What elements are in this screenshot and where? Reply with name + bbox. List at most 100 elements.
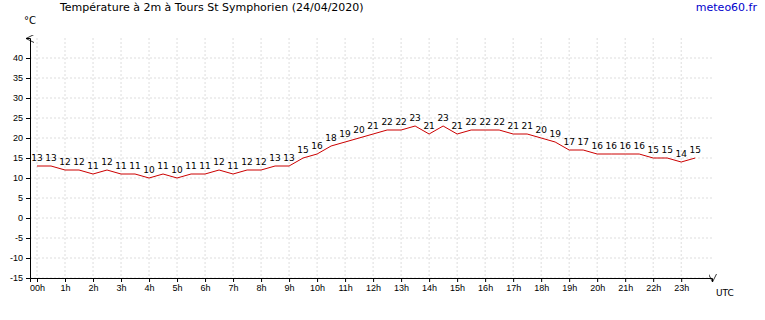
data-label: 11 [199, 161, 210, 171]
x-tick: 13h [394, 278, 409, 293]
x-tick-label: 15h [450, 283, 465, 293]
x-tick: 3h [117, 278, 127, 293]
x-tick-mark [569, 278, 570, 282]
x-tick-label: 11h [338, 283, 352, 293]
data-label: 12 [59, 157, 70, 167]
data-label: 16 [311, 141, 323, 151]
data-label: 12 [213, 157, 224, 167]
x-tick-label: 14h [422, 283, 437, 293]
x-tick-mark [373, 278, 374, 282]
x-axis-line [31, 279, 713, 283]
x-axis: 00h1h2h3h4h5h6h7h8h9h10h11h12h13h14h15h1… [30, 278, 713, 293]
grid-line-x [93, 38, 94, 278]
data-label: 17 [577, 137, 588, 147]
y-axis: -15-10-50510152025303540 [10, 39, 31, 284]
grid-line-x [597, 38, 598, 278]
y-tick: -15 [10, 273, 30, 283]
data-label: 15 [661, 145, 672, 155]
y-tick-label: -15 [10, 273, 23, 283]
x-tick: 17h [506, 278, 521, 293]
y-tick: -10 [10, 253, 30, 263]
grid-line-x [205, 38, 206, 278]
y-tick-mark [26, 258, 30, 259]
grid-line-x [345, 38, 346, 278]
data-label: 11 [129, 161, 140, 171]
x-tick-mark [541, 278, 542, 282]
x-tick-mark [121, 278, 122, 282]
data-label: 15 [297, 145, 308, 155]
y-tick: 20 [13, 133, 30, 143]
data-label: 12 [101, 157, 112, 167]
x-tick: 14h [422, 278, 437, 293]
grid-line-y [30, 198, 712, 199]
y-tick: 40 [13, 53, 30, 63]
x-tick-label: 10h [310, 283, 325, 293]
data-label: 20 [535, 125, 547, 135]
data-label: 21 [451, 121, 462, 131]
x-tick-mark [429, 278, 430, 282]
data-label: 12 [255, 157, 266, 167]
grid-line-y [30, 158, 712, 159]
y-tick-label: -5 [15, 233, 23, 243]
data-label: 12 [241, 157, 252, 167]
data-label: 22 [493, 117, 504, 127]
grid-line-y [30, 238, 712, 239]
y-tick-label: 5 [18, 193, 23, 203]
data-label: 16 [605, 141, 617, 151]
data-label: 20 [353, 125, 365, 135]
data-label: 10 [171, 165, 183, 175]
y-tick: -5 [15, 233, 30, 243]
y-tick-mark [26, 218, 30, 219]
x-tick-mark [177, 278, 178, 282]
x-tick-label: 17h [506, 283, 521, 293]
x-tick: 6h [201, 278, 211, 293]
x-tick: 8h [257, 278, 267, 293]
grid-line-y [30, 58, 712, 59]
x-tick-mark [457, 278, 458, 282]
grid-line-x [317, 38, 318, 278]
temperature-line [37, 126, 695, 178]
grid-line-x [373, 38, 374, 278]
data-label: 23 [437, 113, 448, 123]
data-label: 19 [549, 129, 561, 139]
data-label: 21 [507, 121, 518, 131]
x-tick-mark [625, 278, 626, 282]
x-tick-label: 19h [562, 283, 577, 293]
y-tick-label: -10 [10, 253, 23, 263]
data-label: 16 [633, 141, 645, 151]
data-label: 10 [143, 165, 155, 175]
data-label: 13 [45, 153, 56, 163]
y-tick-label: 20 [13, 133, 23, 143]
data-labels: 1313121211121111101110111112111212131315… [31, 113, 701, 175]
x-tick-label: 4h [145, 283, 155, 293]
y-tick-mark [26, 178, 30, 179]
x-axis-title: UTC [716, 288, 734, 298]
x-tick: 00h [30, 278, 45, 293]
x-tick-label: 1h [61, 283, 71, 293]
grid-line-x [485, 38, 486, 278]
x-tick-mark [653, 278, 654, 282]
x-tick-label: 00h [30, 283, 45, 293]
x-tick: 10h [310, 278, 325, 293]
x-tick: 5h [173, 278, 183, 293]
grid-line-y [30, 78, 712, 79]
y-tick-label: 40 [13, 53, 23, 63]
y-tick: 15 [13, 153, 30, 163]
y-tick-mark [26, 138, 30, 139]
title: Température à 2m à Tours St Symphorien (… [59, 1, 364, 14]
data-label: 11 [115, 161, 126, 171]
x-tick-mark [485, 278, 486, 282]
data-label: 13 [283, 153, 294, 163]
data-label: 17 [563, 137, 574, 147]
y-tick: 30 [13, 93, 30, 103]
x-tick-mark [681, 278, 682, 282]
grid-line-x [429, 38, 430, 278]
y-axis-line [26, 39, 31, 279]
x-tick: 2h [89, 278, 99, 293]
plot-area [37, 126, 695, 178]
grid-line-x [513, 38, 514, 278]
grid-line-x [177, 38, 178, 278]
x-tick: 12h [366, 278, 381, 293]
data-label: 15 [647, 145, 658, 155]
x-tick: 4h [145, 278, 155, 293]
